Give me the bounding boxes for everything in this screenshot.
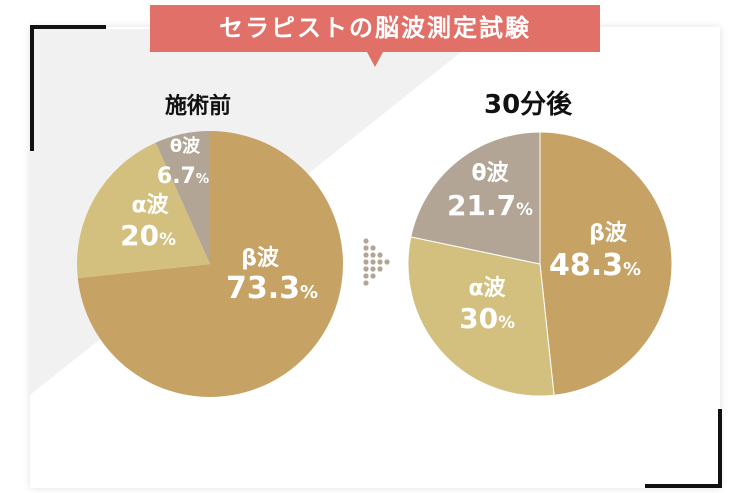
banner-pointer	[367, 52, 383, 67]
pie-title-after: 30分後	[484, 90, 573, 120]
slice-name-label: θ波	[471, 161, 509, 186]
slice-value-label: 73.3%	[226, 271, 318, 306]
pie-slice-theta	[155, 131, 210, 264]
slice-name-label: α波	[468, 276, 506, 301]
corner-bracket-bottom	[645, 484, 722, 488]
slice-name-label: α波	[131, 193, 169, 218]
slice-name-label: β波	[241, 246, 280, 271]
pie-slice-alpha	[407, 236, 555, 397]
slice-value-label: 6.7%	[157, 164, 209, 189]
pie-slice-theta	[410, 131, 541, 265]
pie-title-before: 施術前	[165, 94, 232, 119]
pie-slice-beta	[77, 131, 343, 397]
title-banner: セラピストの脳波測定試験	[150, 5, 600, 52]
pie-slice-alpha	[77, 142, 210, 279]
slice-name-label: β波	[589, 221, 628, 246]
corner-bracket-left	[30, 25, 34, 151]
corner-bracket-top	[30, 25, 106, 29]
arrow-icon	[363, 238, 390, 286]
slice-value-label: 48.3%	[549, 248, 641, 283]
corner-bracket-right	[718, 409, 722, 488]
pie-slice-beta	[539, 131, 673, 396]
slice-name-label: θ波	[170, 135, 201, 157]
slice-value-label: 20%	[120, 219, 176, 252]
